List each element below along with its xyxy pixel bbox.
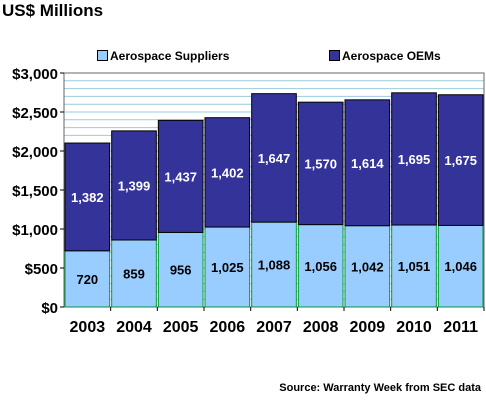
legend-swatch-suppliers [97, 50, 108, 61]
legend-label-oems: Aerospace OEMs [342, 49, 441, 63]
data-label-oems: 1,437 [164, 169, 197, 184]
x-tick-label: 2008 [303, 319, 339, 336]
data-label-oems: 1,399 [118, 178, 151, 193]
legend-label-suppliers: Aerospace Suppliers [110, 49, 230, 63]
bar-suppliers-2011 [437, 224, 484, 308]
bar-suppliers-2007 [251, 221, 297, 308]
data-label-suppliers: 1,046 [444, 259, 477, 274]
x-tick-label: 2011 [443, 319, 478, 336]
data-label-oems: 1,675 [444, 153, 477, 168]
x-tick-label: 2005 [163, 319, 199, 336]
data-label-oems: 1,402 [211, 165, 244, 180]
bar-suppliers-2009 [344, 225, 391, 308]
bar-oems-2010 [391, 92, 437, 226]
data-label-suppliers: 956 [170, 263, 192, 278]
data-label-suppliers: 1,088 [258, 258, 291, 273]
bar-oems-2005 [157, 119, 204, 233]
bar-suppliers-2008 [297, 224, 344, 308]
source-note: Source: Warranty Week from SEC data [279, 382, 481, 394]
data-label-oems: 1,695 [398, 152, 431, 167]
data-label-oems: 1,614 [351, 156, 384, 171]
bar-oems-2009 [344, 99, 391, 227]
x-tick-label: 2010 [396, 319, 432, 336]
x-tick-label: 2007 [256, 319, 292, 336]
data-label-suppliers: 859 [123, 266, 145, 281]
y-tick-label: $2,500 [12, 105, 58, 122]
y-tick-label: $3,000 [12, 66, 58, 83]
x-tick-label: 2009 [350, 319, 386, 336]
data-label-oems: 1,382 [71, 190, 104, 205]
bar-oems-2011 [437, 94, 484, 226]
legend-swatch-oems [329, 50, 340, 61]
chart-title: US$ Millions [2, 1, 104, 20]
bar-oems-2006 [204, 117, 251, 228]
data-label-suppliers: 720 [76, 272, 98, 287]
y-tick-label: $1,000 [12, 222, 58, 239]
bar-suppliers-2005 [157, 231, 204, 308]
data-label-suppliers: 1,051 [398, 259, 431, 274]
x-tick-label: 2003 [70, 319, 106, 336]
bar-suppliers-2010 [391, 224, 437, 308]
x-tick-label: 2006 [210, 319, 246, 336]
y-tick-label: $0 [41, 300, 58, 317]
bar-oems-2003 [64, 142, 111, 252]
data-label-oems: 1,647 [258, 151, 291, 166]
bar-oems-2008 [297, 101, 344, 226]
y-tick-label: $500 [25, 261, 58, 278]
data-label-suppliers: 1,056 [304, 259, 337, 274]
bar-oems-2007 [251, 93, 297, 223]
bar-suppliers-2006 [204, 226, 251, 308]
x-tick-label: 2004 [116, 319, 152, 336]
y-tick-label: $1,500 [12, 183, 58, 200]
data-label-oems: 1,570 [304, 156, 337, 171]
data-label-suppliers: 1,025 [211, 260, 244, 275]
data-label-suppliers: 1,042 [351, 259, 384, 274]
y-tick-label: $2,000 [12, 144, 58, 161]
bar-oems-2004 [111, 130, 157, 241]
